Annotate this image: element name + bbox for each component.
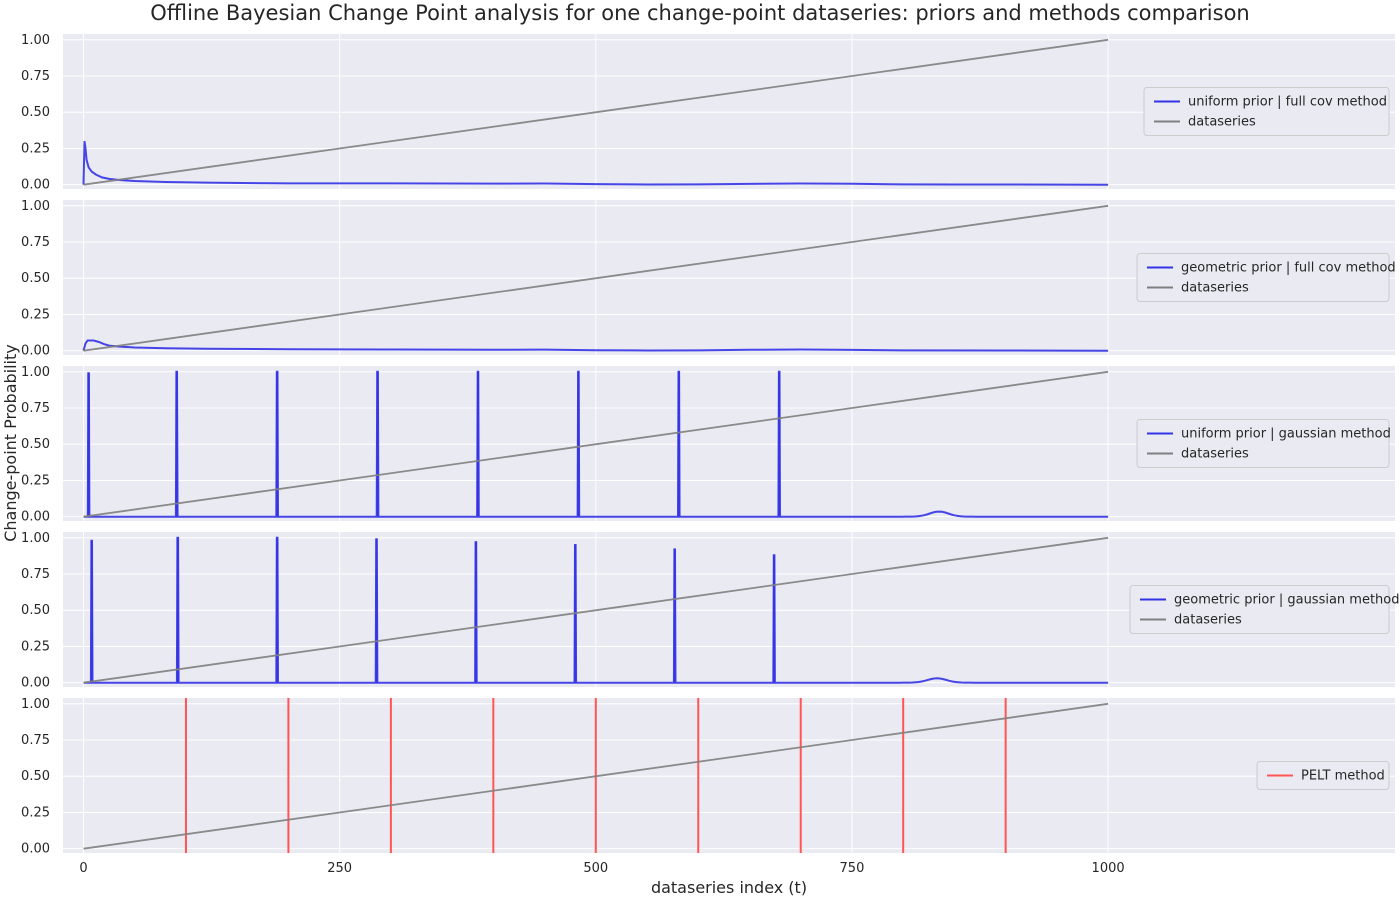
x-tick-label: 0 (79, 861, 87, 876)
legend: geometric prior | full cov method dataser… (1136, 253, 1396, 302)
x-tick-label: 750 (840, 861, 865, 876)
y-tick-label: 0.75 (21, 401, 50, 416)
y-tick-label: 0.50 (21, 105, 50, 120)
legend-label: dataseries (1181, 447, 1249, 462)
y-tick-label: 0.25 (21, 473, 50, 488)
y-tick-label: 0.75 (21, 69, 50, 84)
y-tick-label: 0.25 (21, 307, 50, 322)
legend-label: geometric prior | full cov method (1181, 261, 1396, 276)
y-tick-label: 0.25 (21, 805, 50, 820)
series-probability-line (82, 339, 1109, 352)
y-axis-label: Change-point Probability (1, 344, 20, 542)
x-tick-label: 1000 (1092, 861, 1125, 876)
legend-box (1129, 585, 1390, 634)
y-tick-label: 0.25 (21, 639, 50, 654)
y-tick-label: 0.50 (21, 437, 50, 452)
legend-label: uniform prior | full cov method (1188, 95, 1387, 110)
legend-box (1256, 761, 1390, 790)
series-dataseries-line (83, 204, 1109, 352)
series-dataseries-line (83, 38, 1109, 186)
y-tick-label: 1.00 (21, 199, 50, 214)
legend: uniform prior | gaussian method dataserie… (1136, 419, 1391, 468)
y-tick-label: 0.25 (21, 141, 50, 156)
legend-box (1143, 87, 1390, 136)
panel-4: 0.00 0.25 0.50 0.75 1.00 geometric prior | ga… (21, 531, 1399, 691)
y-tick-label: 0.50 (21, 769, 50, 784)
y-tick-label: 0.75 (21, 733, 50, 748)
y-tick-label: 0.75 (21, 235, 50, 250)
y-tick-label: 0.00 (21, 510, 50, 525)
series-dataseries-line (83, 702, 1109, 850)
legend-box (1136, 419, 1390, 468)
y-tick-label: 1.00 (21, 33, 50, 48)
panel-5: 0.00 0.25 0.50 0.75 1.00 0 250 500 750 1000 PELT m… (21, 697, 1395, 876)
y-tick-label: 1.00 (21, 697, 50, 712)
panel-background (63, 698, 1395, 853)
panels-group: 0.00 0.25 0.50 0.75 1.00 uniform prior | full… (21, 33, 1399, 876)
legend: uniform prior | full cov method dataserie… (1143, 87, 1390, 136)
panel-1: 0.00 0.25 0.50 0.75 1.00 uniform prior | full… (21, 33, 1395, 193)
y-tick-label: 0.00 (21, 178, 50, 193)
x-tick-label: 500 (583, 861, 608, 876)
y-tick-label: 1.00 (21, 365, 50, 380)
legend-label: dataseries (1174, 613, 1242, 628)
legend-label: dataseries (1181, 281, 1249, 296)
legend-box (1136, 253, 1390, 302)
y-tick-label: 0.50 (21, 271, 50, 286)
chart-title: Offline Bayesian Change Point analysis f… (150, 1, 1249, 25)
panel-3: 0.00 0.25 0.50 0.75 1.00 uniform prior | gaus… (21, 365, 1395, 525)
legend-label: uniform prior | gaussian method (1181, 427, 1391, 442)
y-tick-label: 0.50 (21, 603, 50, 618)
y-tick-label: 0.00 (21, 842, 50, 857)
y-tick-label: 0.00 (21, 676, 50, 691)
y-tick-label: 0.75 (21, 567, 50, 582)
series-dataseries-line (83, 370, 1109, 518)
legend-label: dataseries (1188, 115, 1256, 130)
legend-label: PELT method (1301, 769, 1385, 784)
y-tick-label: 1.00 (21, 531, 50, 546)
x-axis-label: dataseries index (t) (651, 878, 807, 897)
series-probability-line (82, 141, 1109, 186)
y-tick-label: 0.00 (21, 344, 50, 359)
legend: geometric prior | gaussian method dataser… (1129, 585, 1400, 634)
series-dataseries-line (83, 536, 1109, 684)
legend: PELT method (1256, 761, 1390, 790)
panel-2: 0.00 0.25 0.50 0.75 1.00 geometric prior | fu… (21, 199, 1396, 359)
x-tick-label: 250 (327, 861, 352, 876)
legend-label: geometric prior | gaussian method (1174, 593, 1400, 608)
